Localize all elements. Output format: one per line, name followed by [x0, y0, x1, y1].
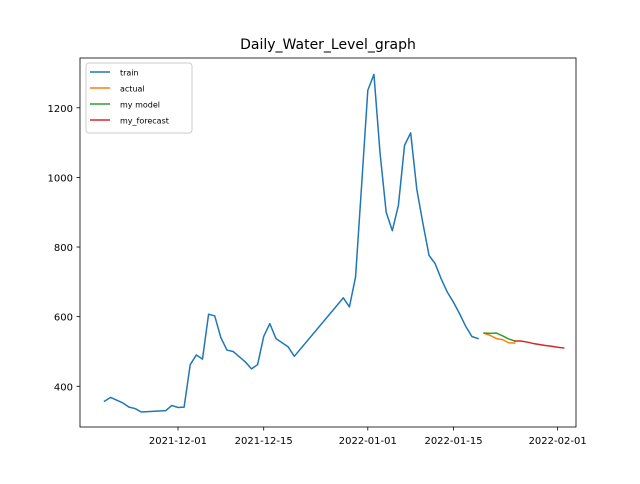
legend-label-train: train	[120, 69, 139, 78]
series-line-actual	[483, 332, 516, 344]
series-layer	[103, 73, 565, 413]
legend-box	[85, 62, 193, 134]
legend-label-actual: actual	[120, 85, 145, 94]
x-tick-label: 2021-12-01	[149, 436, 207, 447]
series-line-train	[103, 73, 479, 413]
x-axis-ticks: 2021-12-01 2021-12-15 2022-01-01 2022-01-15…	[149, 427, 587, 447]
y-tick-label: 400	[54, 382, 73, 393]
x-tick-label: 2022-01-15	[424, 436, 482, 447]
x-tick-label: 2021-12-15	[235, 436, 293, 447]
y-tick-label: 600	[54, 313, 73, 324]
y-tick-label: 1200	[48, 104, 73, 115]
series-line-my-forecast	[514, 340, 565, 349]
y-tick-label: 800	[54, 243, 73, 254]
x-tick-label: 2022-01-01	[339, 436, 397, 447]
legend-label-my-forecast: my_forecast	[120, 117, 169, 126]
plot-frame	[79, 57, 577, 428]
x-tick-label: 2022-02-01	[529, 436, 587, 447]
series-line-my-model	[483, 332, 516, 342]
y-tick-label: 1000	[48, 173, 73, 184]
chart-title: Daily_Water_Level_graph	[240, 37, 416, 53]
legend-label-my-model: my model	[120, 101, 160, 110]
legend: train actual my model my_forecast	[85, 62, 193, 134]
y-axis-ticks: 400 600 800 1000 1200	[48, 104, 80, 393]
